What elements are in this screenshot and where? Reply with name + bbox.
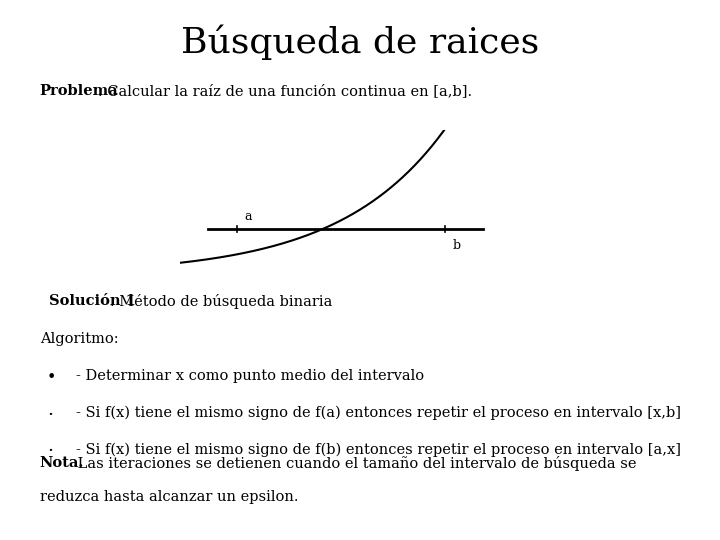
Text: - Si f(x) tiene el mismo signo de f(a) entonces repetir el proceso en intervalo : - Si f(x) tiene el mismo signo de f(a) e… [76,406,680,420]
Text: a: a [244,211,252,224]
Text: Problema: Problema [40,84,118,98]
Text: ·: · [47,406,53,423]
Text: Solución 1: Solución 1 [49,294,136,308]
Text: reduzca hasta alcanzar un epsilon.: reduzca hasta alcanzar un epsilon. [40,490,298,504]
Text: . Calcular la raíz de una función continua en [a,b].: . Calcular la raíz de una función contin… [98,84,472,98]
Text: Nota.: Nota. [40,456,84,470]
Text: Búsqueda de raices: Búsqueda de raices [181,24,539,60]
Text: Las iteraciones se detienen cuando el tamaño del intervalo de búsqueda se: Las iteraciones se detienen cuando el ta… [73,456,637,471]
Text: - Determinar x como punto medio del intervalo: - Determinar x como punto medio del inte… [76,369,424,383]
Text: b: b [453,239,461,252]
Text: - Si f(x) tiene el mismo signo de f(b) entonces repetir el proceso en intervalo : - Si f(x) tiene el mismo signo de f(b) e… [76,442,680,457]
Text: . Método de búsqueda binaria: . Método de búsqueda binaria [110,294,333,309]
Text: ·: · [47,442,53,460]
Text: •: • [47,369,56,386]
Text: Algoritmo:: Algoritmo: [40,332,118,346]
